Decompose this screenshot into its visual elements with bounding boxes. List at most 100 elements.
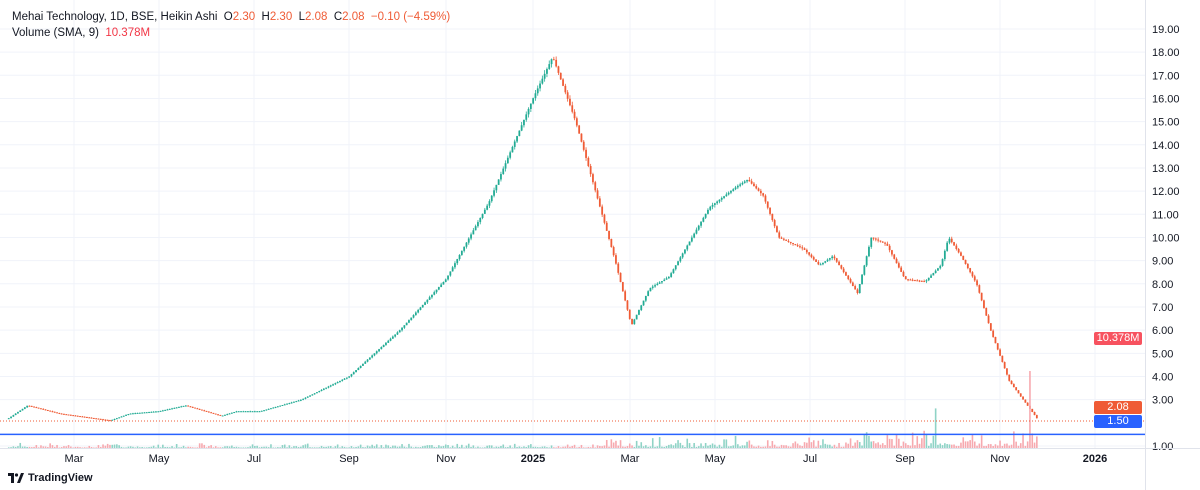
candle-body (891, 250, 893, 255)
candle-body (989, 323, 992, 331)
volume-bar (316, 447, 318, 448)
volume-bar (900, 445, 902, 448)
candle-body (86, 417, 88, 419)
candle-body (582, 141, 585, 150)
volume-bar (677, 440, 679, 448)
tradingview-logo[interactable]: TradingView (8, 472, 93, 484)
candle-body (424, 302, 426, 305)
candle-body (973, 276, 976, 281)
candle-body (366, 359, 369, 362)
candle-body (787, 240, 790, 242)
volume-bar (624, 446, 626, 448)
volume-bar (773, 444, 776, 448)
volume-bar (19, 442, 22, 448)
candle-body (419, 307, 422, 310)
volume-bar (109, 444, 111, 448)
volume-bar (564, 446, 567, 448)
volume-bar (228, 446, 231, 448)
candle-body (306, 396, 309, 398)
volume-indicator-value: 10.378M (105, 27, 151, 39)
candle-body (224, 414, 226, 416)
volume-bar (88, 445, 91, 448)
volume-bar (617, 445, 620, 448)
volume-bar (352, 447, 355, 448)
candle-body (465, 242, 468, 247)
candle-body (801, 247, 804, 249)
candle-body (907, 279, 909, 281)
volume-bar (431, 445, 433, 448)
volume-bar (509, 445, 511, 448)
candle-body (401, 327, 403, 331)
x-tick-label: 2026 (1083, 453, 1107, 465)
candle-body (477, 222, 479, 227)
candle-body (380, 347, 383, 350)
volume-bar (385, 444, 387, 448)
volume-bar (387, 445, 390, 448)
candle-body (1010, 380, 1013, 385)
y-tick-label: 11.00 (1152, 209, 1179, 221)
volume-bar (392, 445, 394, 448)
volume-bar (679, 442, 682, 448)
candle-body (373, 353, 376, 356)
y-tick-label: 1.00 (1152, 441, 1173, 453)
volume-bar (1006, 443, 1008, 448)
candle-body (580, 133, 583, 142)
candle-body (939, 265, 942, 269)
volume-bar (486, 445, 488, 448)
volume-bar (371, 444, 373, 448)
candle-body (621, 282, 624, 292)
volume-bar (1010, 444, 1013, 448)
candle-body (164, 409, 167, 411)
volume-bar (300, 446, 302, 448)
volume-bar (601, 446, 603, 448)
candle-body (525, 114, 528, 120)
candle-body (987, 315, 990, 324)
candle-body (479, 217, 482, 223)
candle-body (166, 409, 169, 411)
volume-bar (355, 446, 357, 448)
candle-body (937, 268, 939, 271)
candle-body (99, 418, 102, 420)
volume-bar (129, 446, 132, 448)
candle-body (651, 286, 654, 288)
candle-body (51, 411, 54, 413)
volume-bar (373, 446, 376, 448)
volume-bar (631, 445, 633, 448)
volume-bar (691, 446, 693, 448)
candle-body (40, 408, 42, 410)
volume-bar (904, 443, 907, 448)
candle-body (26, 405, 29, 408)
volume-bar (79, 447, 81, 448)
volume-bar (47, 447, 49, 448)
volume-bar (693, 443, 695, 448)
candle-body (355, 370, 357, 373)
volume-bar (53, 446, 56, 448)
candle-body (339, 380, 341, 383)
candle-body (138, 412, 141, 414)
volume-bar (543, 446, 546, 448)
volume-bar (840, 446, 843, 448)
volume-bar (210, 445, 212, 448)
candle-body (631, 318, 633, 325)
x-tick-label: May (149, 453, 170, 465)
candle-body (198, 408, 201, 410)
volume-bar (256, 445, 258, 448)
volume-bar (711, 443, 714, 448)
volume-bar (1029, 371, 1031, 448)
volume-bar (638, 445, 640, 448)
candle-body (134, 413, 137, 415)
volume-bar (166, 446, 169, 448)
volume-bar (996, 445, 999, 448)
candle-body (46, 410, 49, 412)
volume-bar (999, 440, 1001, 448)
candle-body (626, 300, 629, 310)
volume-bar (741, 445, 744, 448)
candle-body (858, 284, 861, 294)
volume-bar (612, 442, 615, 448)
volume-bar (513, 443, 516, 448)
candle-body (265, 409, 268, 411)
volume-bar (233, 447, 235, 448)
volume-indicator-label[interactable]: Volume (SMA, 9) (12, 27, 99, 39)
candle-body (299, 399, 302, 401)
